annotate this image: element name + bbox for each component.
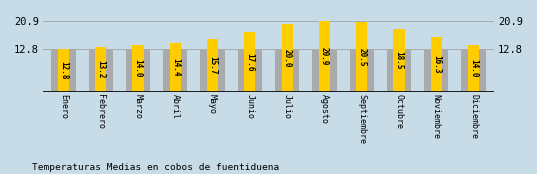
Bar (89, 49, 113, 92)
Text: 20.9: 20.9 (320, 47, 329, 66)
Bar (281, 24, 293, 92)
Bar (461, 49, 485, 92)
Bar (170, 43, 181, 92)
Bar (207, 39, 218, 92)
Bar (244, 32, 256, 92)
Text: 14.4: 14.4 (171, 58, 180, 77)
Text: 15.7: 15.7 (208, 56, 217, 75)
Bar (58, 49, 69, 92)
Bar (313, 49, 337, 92)
Text: Temperaturas Medias en cobos de fuentiduena: Temperaturas Medias en cobos de fuentidu… (32, 163, 279, 172)
Bar (424, 49, 448, 92)
Text: 20.0: 20.0 (282, 49, 292, 67)
Bar (52, 49, 76, 92)
Bar (200, 49, 224, 92)
Bar (387, 49, 411, 92)
Bar (431, 37, 442, 92)
Bar (350, 49, 374, 92)
Text: 16.3: 16.3 (432, 55, 441, 74)
Bar (95, 47, 106, 92)
Bar (133, 45, 143, 92)
Text: 17.6: 17.6 (245, 53, 255, 72)
Bar (275, 49, 299, 92)
Text: 12.8: 12.8 (59, 61, 68, 80)
Bar (356, 22, 367, 92)
Text: 14.0: 14.0 (469, 59, 478, 78)
Bar (126, 49, 150, 92)
Text: 20.5: 20.5 (357, 48, 366, 67)
Bar (468, 45, 479, 92)
Bar (394, 29, 404, 92)
Text: 18.5: 18.5 (395, 52, 403, 70)
Text: 14.0: 14.0 (134, 59, 142, 78)
Bar (163, 49, 187, 92)
Text: 13.2: 13.2 (96, 61, 105, 79)
Bar (319, 21, 330, 92)
Bar (238, 49, 262, 92)
